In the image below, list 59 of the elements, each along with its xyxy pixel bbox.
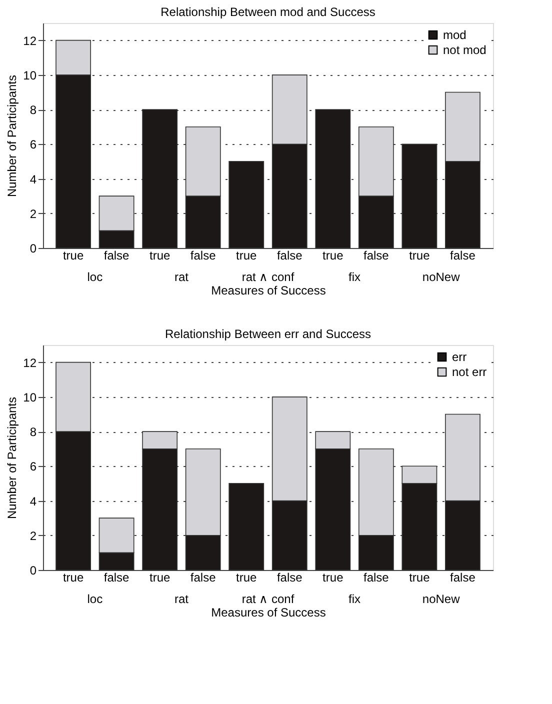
x-axis-title: Measures of Success	[211, 284, 326, 298]
y-axis-title: Number of Participants	[5, 74, 20, 198]
x-tick-label: false	[104, 570, 130, 584]
y-tick-label: 8	[30, 425, 37, 440]
text: noNew	[422, 592, 460, 606]
text: noNew	[422, 270, 460, 284]
x-tick-label: true	[62, 248, 84, 262]
x-tick-label: false	[363, 570, 390, 584]
chart-title: Relationship Between mod and Success	[160, 5, 376, 19]
legend-label: not mod	[443, 43, 486, 57]
x-tick-label: true	[149, 248, 170, 262]
y-tick-label: 10	[23, 390, 37, 404]
y-axis-title: Number of Participants	[5, 396, 20, 520]
x-tick-label: false	[450, 570, 476, 584]
x-tick-label: true	[322, 248, 344, 262]
text: fix	[348, 592, 361, 606]
x-tick-label: true	[236, 570, 258, 584]
x-tick-label: true	[409, 248, 430, 262]
legend-label: err	[452, 350, 467, 364]
legend-label: mod	[443, 28, 466, 42]
x-tick-label: true	[409, 570, 430, 584]
y-tick-label: 10	[23, 68, 37, 82]
y-tick-label: 2	[30, 206, 37, 221]
x-tick-label: true	[236, 248, 258, 262]
y-tick-label: 12	[23, 356, 37, 370]
y-tick-label: 4	[30, 172, 37, 186]
y-tick-label: 0	[30, 242, 37, 256]
text: rat	[174, 592, 190, 606]
y-tick-label: 12	[23, 34, 37, 48]
x-tick-label: true	[149, 570, 170, 584]
x-tick-label: false	[104, 248, 130, 262]
bar	[228, 161, 264, 248]
x-axis-title: Measures of Success	[211, 606, 326, 620]
y-tick-label: 4	[30, 494, 37, 508]
bar	[142, 109, 178, 248]
bar	[228, 483, 264, 570]
text: rat ∧ conf	[242, 592, 295, 606]
y-tick-label: 0	[30, 564, 37, 578]
text: loc	[87, 270, 103, 284]
bar	[402, 144, 438, 248]
y-tick-label: 8	[30, 103, 37, 118]
text: loc	[87, 592, 103, 606]
x-tick-label: false	[276, 248, 303, 262]
chart-title: Relationship Between err and Success	[164, 327, 372, 341]
text: rat	[174, 270, 190, 284]
x-tick-label: false	[190, 248, 216, 262]
x-tick-label: true	[62, 570, 84, 584]
x-tick-label: false	[363, 248, 390, 262]
text: rat ∧ conf	[242, 270, 295, 284]
bar	[315, 109, 351, 248]
x-tick-label: false	[450, 248, 476, 262]
x-tick-label: false	[190, 570, 216, 584]
y-tick-label: 6	[30, 138, 37, 152]
text: fix	[348, 270, 361, 284]
legend-label: not err	[452, 365, 487, 379]
y-tick-label: 6	[30, 460, 37, 474]
y-tick-label: 2	[30, 528, 37, 543]
x-tick-label: true	[322, 570, 344, 584]
x-tick-label: false	[276, 570, 303, 584]
